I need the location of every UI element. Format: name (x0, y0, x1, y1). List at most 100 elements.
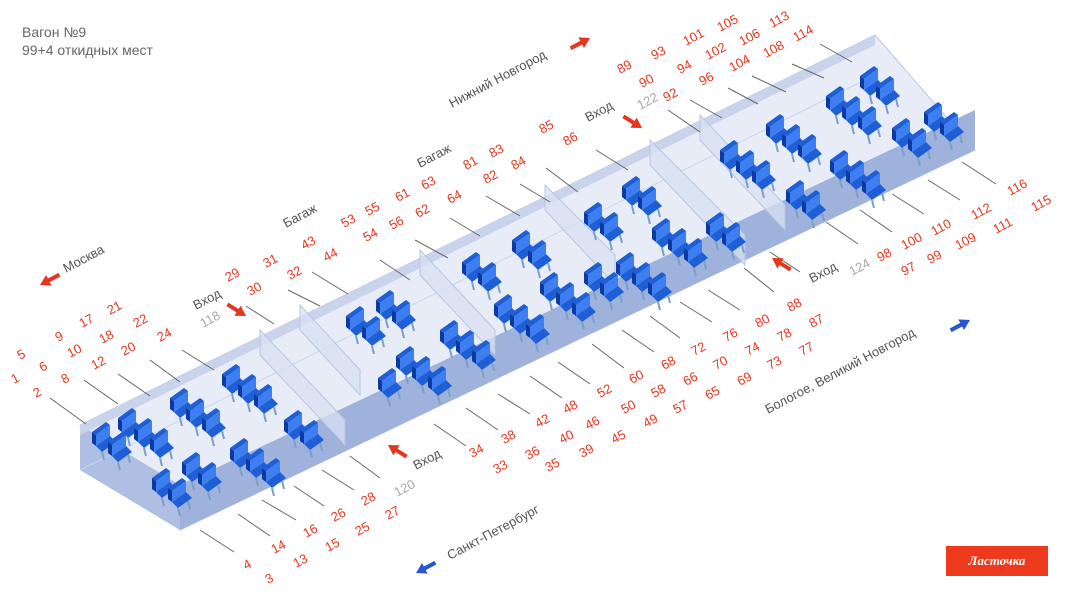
seat-number: 72 (688, 339, 708, 359)
seat-number: 21 (104, 298, 124, 318)
seat-number: 26 (328, 505, 348, 525)
fold-seat-number: 124 (846, 255, 872, 278)
seat-number: 81 (460, 153, 480, 173)
seat-number: 113 (766, 8, 791, 31)
seat-number: 17 (76, 311, 96, 331)
seat-number: 57 (670, 397, 690, 417)
seat-number: 115 (1028, 192, 1053, 215)
seat-number: 87 (806, 311, 826, 331)
seat-number: 70 (710, 353, 730, 373)
seat-number: 69 (734, 369, 754, 389)
seat-number: 111 (990, 214, 1014, 237)
seat-number: 27 (382, 503, 402, 523)
seat-number: 58 (648, 381, 668, 401)
entry-label: Вход (410, 445, 443, 472)
seat-number: 89 (614, 57, 634, 77)
seat-number: 38 (498, 427, 518, 447)
seat-number: 78 (774, 325, 794, 345)
seat-number: 31 (260, 251, 280, 271)
seat-number: 8 (58, 370, 71, 387)
seat-number: 100 (898, 229, 924, 252)
seat-number: 46 (582, 413, 602, 433)
seat-number: 64 (444, 187, 464, 207)
arrow-entry-front-left (388, 445, 408, 459)
seat-number: 15 (322, 535, 342, 555)
seat-number: 35 (542, 455, 562, 475)
leader-lines (49, 43, 997, 553)
seat-number: 43 (298, 233, 318, 253)
seat-number: 73 (764, 353, 784, 373)
seat-number: 63 (418, 173, 438, 193)
arrow-bologoe (949, 319, 970, 333)
seat-number: 45 (608, 427, 628, 447)
seat-number: 32 (284, 263, 304, 283)
seat-number: 92 (660, 85, 680, 105)
seat-numbers-front: 4 3 14 13 16 15 26 25 28 27 34 33 38 36 … (240, 176, 1053, 587)
seat-number: 9 (52, 328, 65, 345)
seat-number: 116 (1004, 176, 1029, 199)
seat-number: 44 (320, 245, 340, 265)
seat-number: 62 (412, 201, 432, 221)
page-title: Вагон №9 (22, 24, 87, 40)
seat-number: 39 (576, 441, 596, 461)
seat-number: 50 (618, 397, 638, 417)
entry-label: Вход (190, 285, 223, 312)
seat-number: 40 (556, 427, 576, 447)
seat-number: 30 (244, 279, 264, 299)
seat-number: 10 (64, 341, 84, 361)
brand-logo: Ласточка (946, 546, 1048, 576)
entry-label: Вход (806, 258, 839, 285)
seat-number: 74 (742, 339, 762, 359)
entry-label: Вход (582, 97, 615, 124)
seat-number: 20 (118, 339, 138, 359)
seat-number: 60 (626, 367, 646, 387)
seat-number: 53 (338, 211, 358, 231)
baggage-label: Багаж (280, 200, 319, 230)
page-subtitle: 99+4 откидных мест (22, 42, 153, 58)
seat-number: 22 (130, 311, 150, 331)
seat-number: 77 (796, 339, 816, 359)
seat-number: 88 (784, 295, 804, 315)
seat-number: 14 (268, 537, 288, 557)
seat-number: 54 (360, 225, 380, 245)
seat-number: 108 (760, 37, 786, 60)
arrow-spb (416, 560, 437, 574)
seat-number: 93 (648, 43, 668, 63)
arrow-entry-back-left (226, 302, 246, 316)
seat-number: 56 (386, 213, 406, 233)
seat-number: 102 (702, 39, 728, 62)
arrow-entry-back-right (622, 114, 642, 128)
seat-number: 36 (522, 443, 542, 463)
seat-number: 110 (928, 216, 953, 239)
seat-number: 42 (532, 411, 552, 431)
seat-number: 109 (952, 229, 978, 252)
seat-numbers-back: 5 1 6 2 9 10 8 17 12 21 18 22 20 24 29 3… (8, 8, 815, 401)
seat-number: 99 (924, 247, 944, 267)
seat-number: 86 (560, 129, 580, 149)
seat-number: 61 (392, 185, 412, 205)
seat-number: 80 (752, 311, 772, 331)
fold-seat-number: 120 (391, 476, 417, 499)
seat-number: 34 (466, 441, 486, 461)
fold-seat-number: 118 (197, 308, 222, 331)
seat-number: 24 (154, 325, 174, 345)
seat-number: 4 (240, 556, 253, 573)
arrow-moscow (40, 272, 61, 286)
seat-number: 18 (96, 327, 116, 347)
seat-number: 6 (36, 358, 49, 375)
seat-number: 112 (968, 200, 993, 223)
seat-number: 98 (874, 245, 894, 265)
seat-number: 16 (300, 521, 320, 541)
seat-number: 49 (640, 411, 660, 431)
seat-number: 82 (480, 167, 500, 187)
seat-number: 85 (536, 117, 556, 137)
seat-number: 101 (680, 25, 706, 48)
seat-number: 105 (714, 11, 740, 34)
direction-moscow: Москва (60, 241, 107, 275)
seat-number: 90 (636, 71, 656, 91)
arrow-nizhny (569, 37, 590, 51)
seat-number: 84 (508, 153, 528, 173)
arrow-entry-front-right (772, 258, 792, 272)
seat-number: 13 (290, 551, 310, 571)
seat-number: 33 (490, 457, 510, 477)
